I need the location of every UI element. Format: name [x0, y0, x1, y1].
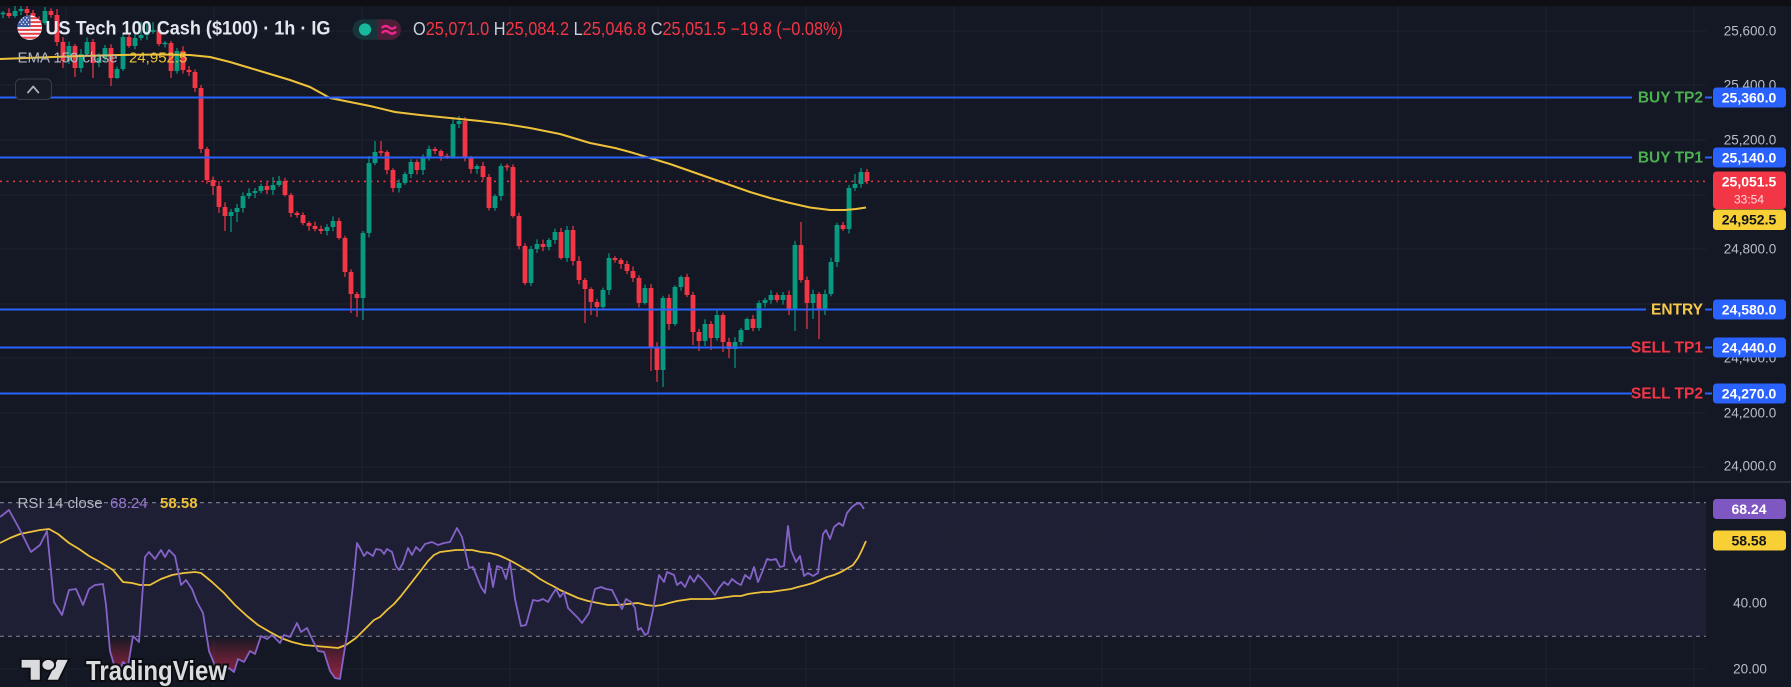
- svg-text:24,440.0: 24,440.0: [1722, 339, 1777, 355]
- svg-text:25,200.0: 25,200.0: [1724, 133, 1777, 148]
- svg-text:25,051.5: 25,051.5: [1722, 174, 1777, 190]
- svg-text:24,952.5: 24,952.5: [129, 50, 187, 67]
- svg-text:20.00: 20.00: [1733, 662, 1767, 677]
- svg-text:24,580.0: 24,580.0: [1722, 301, 1777, 317]
- svg-text:BUY TP2: BUY TP2: [1638, 90, 1703, 107]
- svg-text:ENTRY: ENTRY: [1651, 302, 1704, 319]
- svg-text:BUY TP1: BUY TP1: [1638, 150, 1704, 167]
- svg-text:SELL TP1: SELL TP1: [1631, 340, 1703, 357]
- svg-text:24,952.5: 24,952.5: [1722, 212, 1777, 228]
- svg-text:TradingView: TradingView: [86, 655, 227, 686]
- svg-text:33:54: 33:54: [1734, 193, 1764, 207]
- svg-text:68.24: 68.24: [110, 495, 148, 512]
- svg-text:25,360.0: 25,360.0: [1722, 89, 1777, 105]
- svg-text:25,600.0: 25,600.0: [1724, 24, 1777, 39]
- svg-text:25,140.0: 25,140.0: [1722, 149, 1777, 165]
- svg-text:EMA 150 close: EMA 150 close: [18, 50, 118, 67]
- svg-text:40.00: 40.00: [1733, 596, 1767, 611]
- svg-text:58.58: 58.58: [160, 495, 198, 512]
- svg-text:SELL TP2: SELL TP2: [1631, 386, 1703, 403]
- svg-text:24,200.0: 24,200.0: [1724, 406, 1777, 421]
- svg-text:68.24: 68.24: [1731, 501, 1766, 517]
- svg-text:RSI 14 close: RSI 14 close: [18, 495, 103, 512]
- svg-text:58.58: 58.58: [1731, 532, 1766, 548]
- svg-text:24,000.0: 24,000.0: [1724, 459, 1777, 474]
- svg-text:US Tech 100 Cash ($100) · 1h ·: US Tech 100 Cash ($100) · 1h · IG: [46, 19, 331, 40]
- svg-text:24,270.0: 24,270.0: [1722, 385, 1777, 401]
- svg-text:24,800.0: 24,800.0: [1724, 242, 1777, 257]
- svg-text:O25,071.0 H25,084.2 L25,046.8: O25,071.0 H25,084.2 L25,046.8 C25,051.5 …: [413, 19, 843, 39]
